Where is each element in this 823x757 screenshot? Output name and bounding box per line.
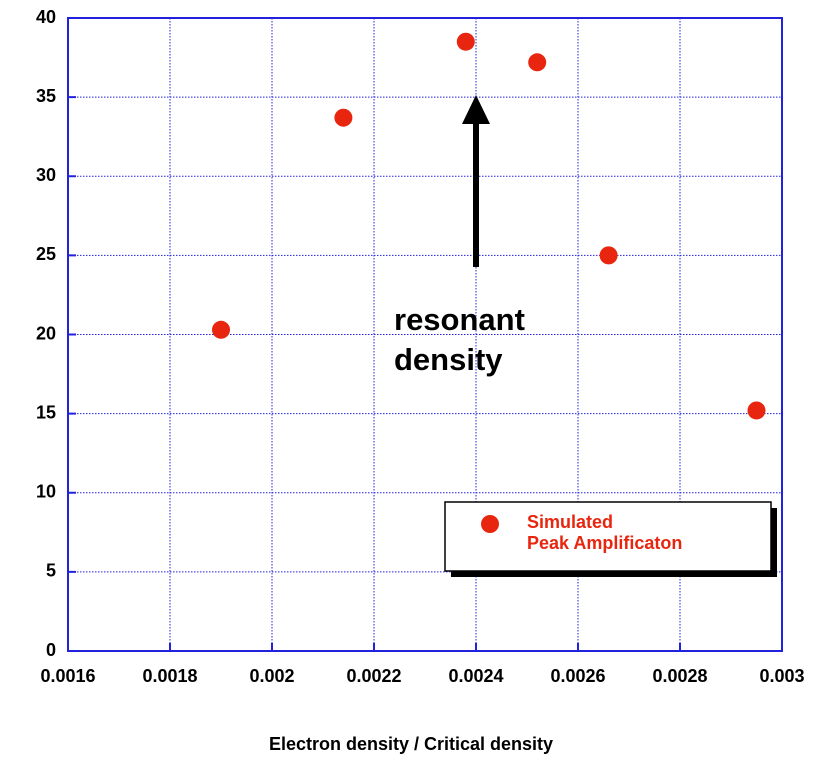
x-tick-label: 0.0026 bbox=[550, 666, 605, 686]
y-tick-label: 15 bbox=[36, 402, 56, 422]
x-tick-label: 0.002 bbox=[249, 666, 294, 686]
point bbox=[334, 108, 353, 127]
point bbox=[747, 401, 766, 420]
x-tick-label: 0.0018 bbox=[142, 666, 197, 686]
x-axis-title: Electron density / Critical density bbox=[269, 734, 553, 754]
point bbox=[599, 246, 618, 265]
point bbox=[528, 53, 547, 72]
x-tick-label: 0.0024 bbox=[448, 666, 503, 686]
x-tick-label: 0.0022 bbox=[346, 666, 401, 686]
y-tick-label: 30 bbox=[36, 165, 56, 185]
y-tick-label: 25 bbox=[36, 244, 56, 264]
legend-box bbox=[444, 501, 772, 572]
y-tick-label: 5 bbox=[46, 561, 56, 581]
annotation: resonant density bbox=[394, 302, 525, 377]
legend-marker bbox=[481, 515, 499, 533]
y-tick-label: 20 bbox=[36, 323, 56, 343]
x-tick-label: 0.003 bbox=[759, 666, 804, 686]
x-tick-label: 0.0028 bbox=[652, 666, 707, 686]
plot-border bbox=[67, 17, 783, 652]
legend-label: Simulated Peak Amplificaton bbox=[527, 512, 683, 553]
point bbox=[456, 32, 475, 51]
y-tick-label: 35 bbox=[36, 86, 56, 106]
point bbox=[212, 320, 230, 339]
y-tick-label: 10 bbox=[36, 482, 56, 502]
arrow-head bbox=[462, 95, 490, 124]
x-tick-label: 0.0016 bbox=[40, 666, 95, 686]
y-tick-label: 40 bbox=[36, 7, 56, 27]
y-tick-label: 0 bbox=[46, 640, 56, 660]
